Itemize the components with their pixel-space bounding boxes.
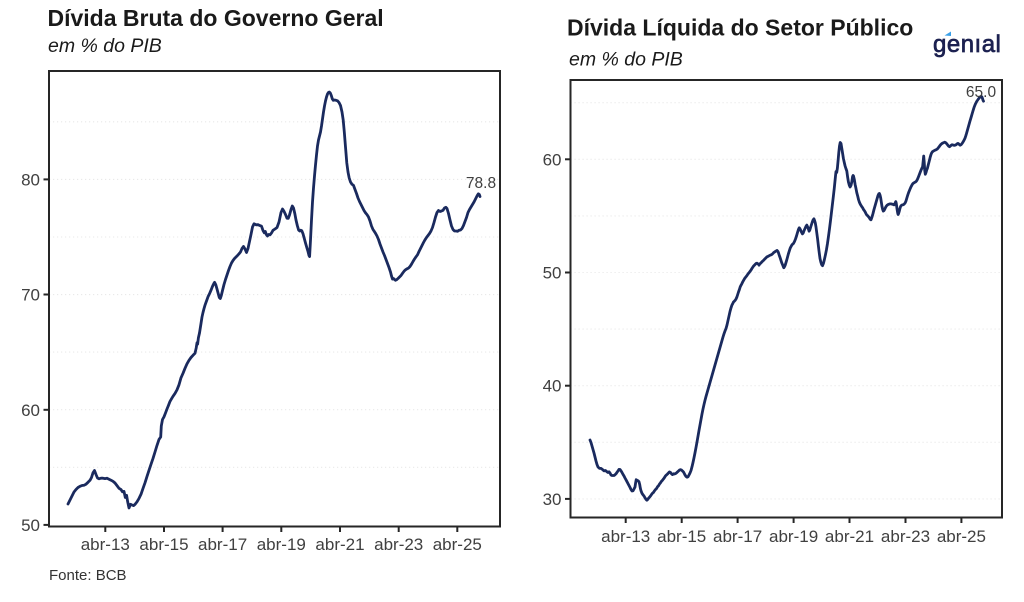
svg-text:em % do PIB: em % do PIB xyxy=(48,35,162,57)
svg-text:60: 60 xyxy=(543,150,562,169)
svg-text:abr-21: abr-21 xyxy=(825,527,874,546)
svg-text:abr-17: abr-17 xyxy=(713,527,762,546)
svg-text:Dívida Líquida do Setor Públic: Dívida Líquida do Setor Público xyxy=(567,15,913,41)
svg-text:78.8: 78.8 xyxy=(466,175,496,192)
svg-text:abr-23: abr-23 xyxy=(374,535,423,554)
svg-text:em % do PIB: em % do PIB xyxy=(569,49,683,71)
svg-text:abr-19: abr-19 xyxy=(769,527,818,546)
svg-text:abr-25: abr-25 xyxy=(937,527,986,546)
svg-text:abr-15: abr-15 xyxy=(139,535,188,554)
svg-text:50: 50 xyxy=(21,516,40,535)
svg-text:80: 80 xyxy=(21,170,40,189)
svg-text:abr-17: abr-17 xyxy=(198,535,247,554)
svg-text:abr-13: abr-13 xyxy=(81,535,130,554)
svg-text:Dívida Bruta do Governo Geral: Dívida Bruta do Governo Geral xyxy=(48,5,384,31)
svg-text:abr-13: abr-13 xyxy=(601,527,650,546)
svg-text:abr-25: abr-25 xyxy=(433,535,482,554)
svg-text:abr-21: abr-21 xyxy=(315,535,364,554)
svg-text:65.0: 65.0 xyxy=(966,84,997,101)
svg-text:abr-15: abr-15 xyxy=(657,527,706,546)
svg-text:70: 70 xyxy=(21,286,40,305)
svg-text:abr-19: abr-19 xyxy=(257,535,306,554)
svg-text:Fonte: BCB: Fonte: BCB xyxy=(49,567,127,584)
svg-text:50: 50 xyxy=(543,264,562,283)
svg-text:30: 30 xyxy=(543,490,562,509)
svg-text:40: 40 xyxy=(543,377,562,396)
svg-text:60: 60 xyxy=(21,401,40,420)
svg-text:genıal: genıal xyxy=(933,31,1001,58)
svg-text:abr-23: abr-23 xyxy=(881,527,930,546)
